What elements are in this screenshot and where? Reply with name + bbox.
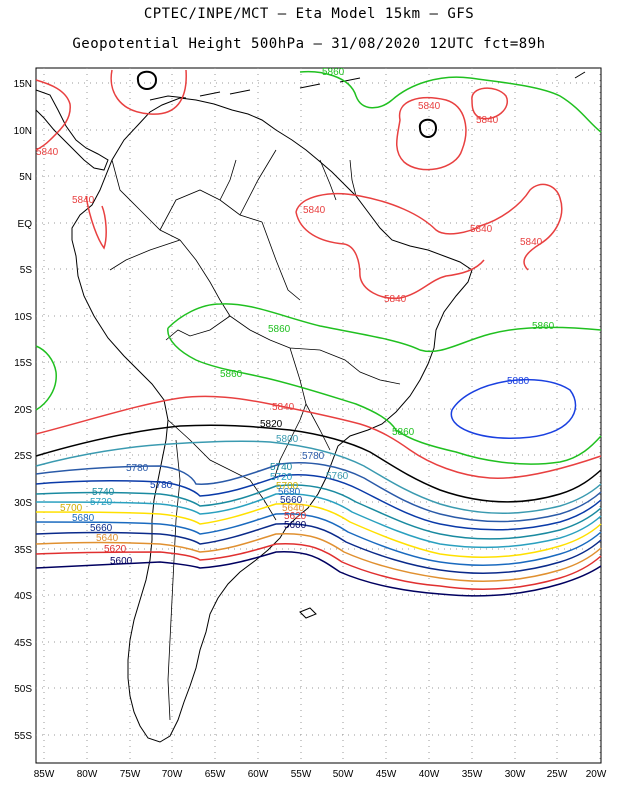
contour-5660 <box>35 522 602 575</box>
contour-label: 5700 <box>60 503 83 514</box>
lat-tick-label: EQ <box>18 219 33 230</box>
contour-label: 5860 <box>322 67 345 78</box>
contour-5680 <box>35 512 602 567</box>
lat-tick-label: 25S <box>14 451 32 462</box>
contour-label: 5840 <box>470 224 493 235</box>
contour-5640 <box>35 532 602 583</box>
lon-tick-label: 45W <box>376 769 397 780</box>
contour-label: 5660 <box>280 495 303 506</box>
contour-5780 <box>35 462 602 523</box>
lon-tick-label: 65W <box>205 769 226 780</box>
contour-label: 5680 <box>278 487 301 498</box>
lon-tick-label: 20W <box>586 769 607 780</box>
lat-tick-label: 15N <box>14 79 32 90</box>
lat-tick-label: 50S <box>14 684 32 695</box>
contour-label: 5640 <box>282 503 305 514</box>
lat-tick-label: 5N <box>19 172 32 183</box>
map-title-line2: Geopotential Height 500hPa – 31/08/2020 … <box>72 36 546 52</box>
lon-axis: 85W 80W 75W 70W 65W 60W 55W 50W 45W 40W … <box>34 769 607 780</box>
contour-label: 5680 <box>72 513 95 524</box>
contour-label: 5780 <box>150 480 173 491</box>
contour-label: 5860 <box>268 324 291 335</box>
contour-5600 <box>35 551 602 597</box>
lon-tick-label: 60W <box>248 769 269 780</box>
contour-labels: 5860 5840 5840 5840 5840 5840 5840 5840 … <box>36 67 555 567</box>
lat-tick-label: 20S <box>14 405 32 416</box>
contour-label: 5880 <box>507 376 530 387</box>
contour-5840-caribbean <box>35 69 563 299</box>
lat-tick-label: 40S <box>14 591 32 602</box>
lon-tick-label: 25W <box>547 769 568 780</box>
lat-tick-label: 55S <box>14 731 32 742</box>
contour-label: 5840 <box>384 294 407 305</box>
contour-5820 <box>35 424 602 503</box>
contour-label: 5600 <box>110 556 133 567</box>
contour-label: 5620 <box>104 544 127 555</box>
contour-label: 5860 <box>392 427 415 438</box>
contour-5620 <box>35 542 602 591</box>
lat-tick-label: 5S <box>20 265 33 276</box>
lon-tick-label: 55W <box>291 769 312 780</box>
contour-5760 <box>35 474 602 531</box>
caribbean-islands <box>149 71 586 101</box>
contour-label: 5600 <box>284 520 307 531</box>
contour-label: 5780 <box>302 451 325 462</box>
contour-5700 <box>35 502 602 559</box>
lat-tick-label: 15S <box>14 358 32 369</box>
contour-label: 5840 <box>303 205 326 216</box>
contour-5720 <box>35 492 602 549</box>
contour-label: 5760 <box>326 471 349 482</box>
contour-5860-brazil <box>35 303 602 465</box>
contour-label: 5820 <box>260 419 283 430</box>
map-title-line1: CPTEC/INPE/MCT – Eta Model 15km – GFS <box>143 6 475 22</box>
contour-label: 5800 <box>276 434 299 445</box>
lat-tick-label: 35S <box>14 545 32 556</box>
graticule <box>36 68 601 763</box>
contour-label: 5620 <box>284 511 307 522</box>
lon-tick-label: 80W <box>77 769 98 780</box>
contour-5800 <box>35 440 602 514</box>
lon-tick-label: 75W <box>120 769 141 780</box>
contour-5860-north <box>299 70 602 133</box>
contour-label: 5840 <box>72 195 95 206</box>
contour-label: 5700 <box>276 481 299 492</box>
lon-tick-label: 70W <box>162 769 183 780</box>
contour-label: 5780 <box>126 463 149 474</box>
lon-tick-label: 30W <box>505 769 526 780</box>
contour-label: 5720 <box>270 472 293 483</box>
contour-label: 5860 <box>532 321 555 332</box>
lon-tick-label: 50W <box>333 769 354 780</box>
falkland-islands <box>299 607 317 619</box>
contour-label: 5840 <box>418 101 441 112</box>
contour-5840-south <box>35 395 602 480</box>
map-frame <box>35 67 602 764</box>
country-borders <box>109 149 401 721</box>
lon-tick-label: 35W <box>462 769 483 780</box>
coastlines <box>35 71 586 743</box>
contour-label: 5640 <box>96 533 119 544</box>
contour-label: 5860 <box>220 369 243 380</box>
contour-label: 5840 <box>36 147 59 158</box>
contour-label: 5840 <box>520 237 543 248</box>
lat-tick-label: 10S <box>14 312 32 323</box>
south-america-coastline <box>71 97 473 743</box>
contour-label: 5840 <box>272 402 295 413</box>
contour-5880-caribbean <box>136 70 438 138</box>
contour-5880-south-atlantic <box>450 378 577 439</box>
lat-tick-label: 30S <box>14 498 32 509</box>
contour-label: 5740 <box>270 462 293 473</box>
contour-5740 <box>35 484 602 540</box>
contour-label: 5740 <box>92 487 115 498</box>
central-america-coastline <box>35 89 109 171</box>
contour-label: 5840 <box>476 115 499 126</box>
contour-label: 5720 <box>90 497 113 508</box>
height-contours <box>35 69 602 597</box>
lat-tick-label: 45S <box>14 638 32 649</box>
lon-tick-label: 40W <box>419 769 440 780</box>
contour-label: 5660 <box>90 523 113 534</box>
lat-tick-label: 10N <box>14 126 32 137</box>
lat-axis: 15N 10N 5N EQ 5S 10S 15S 20S 25S 30S 35S… <box>14 79 33 742</box>
lon-tick-label: 85W <box>34 769 55 780</box>
